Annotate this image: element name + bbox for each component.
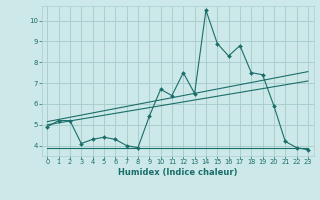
X-axis label: Humidex (Indice chaleur): Humidex (Indice chaleur) [118,168,237,177]
